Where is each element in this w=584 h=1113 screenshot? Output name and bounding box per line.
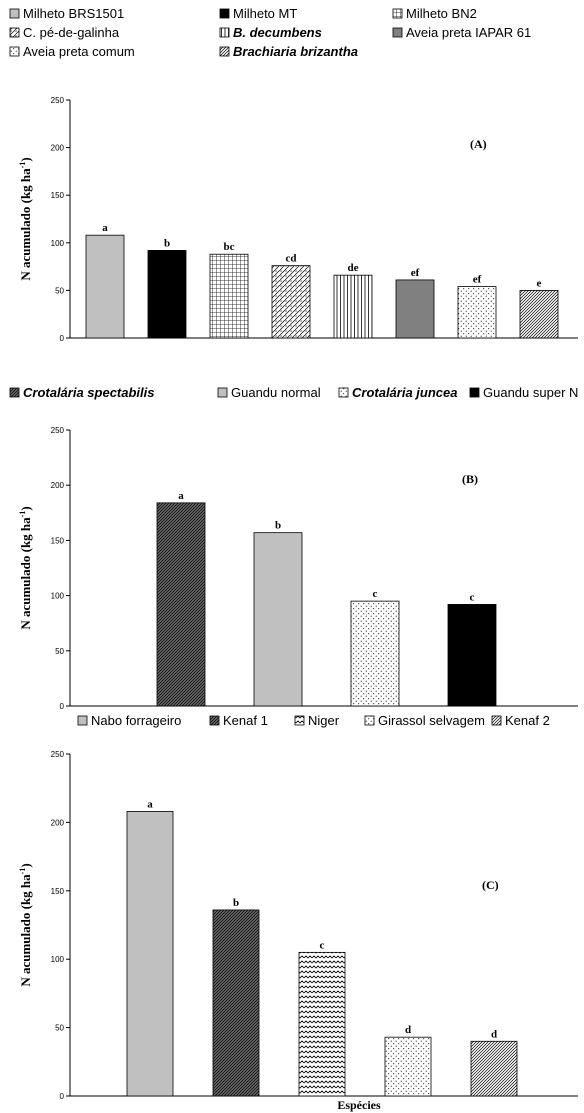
bar-significance-letter: ef [473, 274, 482, 286]
bar [253, 532, 303, 707]
bar [447, 604, 497, 707]
bar-significance-letter: b [233, 897, 239, 909]
bar-significance-letter: bc [224, 241, 235, 253]
y-tick-label: 0 [60, 334, 65, 343]
legend-swatch [338, 387, 349, 398]
chart-panel-3: Nabo forrageiro Kenaf 1 Niger Girassol selv… [18, 713, 578, 1112]
y-tick-label: 0 [60, 702, 65, 711]
legend-swatch [219, 27, 230, 38]
legend-label: Crotalária spectabilis [23, 385, 155, 400]
legend-swatch [217, 387, 228, 398]
legend-label: Milheto BN2 [406, 6, 477, 21]
bar [333, 274, 373, 339]
bar [271, 265, 311, 339]
bar [212, 909, 260, 1097]
bar-significance-letter: de [348, 262, 359, 274]
bar-significance-letter: c [373, 588, 378, 600]
legend-label: Brachiaria brizantha [233, 44, 358, 59]
y-tick-label: 100 [51, 955, 65, 964]
bar [519, 289, 559, 339]
legend-label: Niger [308, 713, 340, 728]
legend-swatch [294, 715, 305, 726]
legend-swatch [392, 8, 403, 19]
legend-label: Kenaf 1 [223, 713, 268, 728]
legend-swatch [9, 8, 20, 19]
y-axis-label: N acumulado (kg ha-1) [18, 863, 33, 986]
y-tick-label: 100 [51, 592, 65, 601]
legend-swatch [9, 27, 20, 38]
bar [147, 250, 187, 339]
bar-significance-letter: a [178, 490, 184, 502]
bar-significance-letter: d [405, 1024, 411, 1036]
y-tick-label: 250 [51, 96, 65, 105]
legend-swatch [9, 387, 20, 398]
legend-swatch [219, 46, 230, 57]
bar-significance-letter: a [102, 222, 108, 234]
bar-significance-letter: cd [286, 253, 297, 265]
bar [85, 234, 125, 339]
legend-label: Guandu normal [231, 385, 321, 400]
y-tick-label: 250 [51, 750, 65, 759]
legend-swatch [77, 715, 88, 726]
legend-label: Crotalária juncea [352, 385, 458, 400]
y-axis-label: N acumulado (kg ha-1) [18, 157, 33, 280]
bar [298, 951, 346, 1097]
legend-label: Kenaf 2 [505, 713, 550, 728]
legend-swatch [491, 715, 502, 726]
bar-significance-letter: a [147, 798, 153, 810]
chart-panel-1: Milheto BRS1501 Milheto MT Milheto BN2 C. p… [9, 6, 578, 343]
bar [384, 1036, 432, 1097]
bar-significance-letter: d [491, 1028, 497, 1040]
bar [470, 1040, 518, 1097]
legend-label: Girassol selvagem [378, 713, 485, 728]
y-tick-label: 200 [51, 481, 65, 490]
legend-swatch [9, 46, 20, 57]
legend-label: Nabo forrageiro [91, 713, 181, 728]
panel-label: (A) [470, 137, 487, 151]
y-tick-label: 250 [51, 426, 65, 435]
bar [156, 502, 206, 707]
chart-panel-2: Crotalária spectabilis Guandu normal Crota… [9, 385, 578, 711]
panel-label: (B) [462, 472, 478, 486]
legend-label: Milheto MT [233, 6, 297, 21]
y-tick-label: 50 [55, 1024, 64, 1033]
legend-label: C. pé-de-galinha [23, 25, 120, 40]
legend-swatch [219, 8, 230, 19]
y-tick-label: 200 [51, 818, 65, 827]
bar [126, 811, 174, 1097]
bar [457, 286, 497, 339]
y-axis-label: N acumulado (kg ha-1) [18, 506, 33, 629]
legend-swatch [209, 715, 220, 726]
legend-label: Milheto BRS1501 [23, 6, 124, 21]
legend-swatch [364, 715, 375, 726]
bar-significance-letter: c [470, 591, 475, 603]
bar-significance-letter: ef [411, 267, 420, 279]
y-tick-label: 150 [51, 191, 65, 200]
legend-label: Aveia preta IAPAR 61 [406, 25, 531, 40]
legend-swatch [392, 27, 403, 38]
y-tick-label: 0 [60, 1092, 65, 1101]
y-tick-label: 150 [51, 536, 65, 545]
legend-swatch [469, 387, 480, 398]
y-tick-label: 200 [51, 144, 65, 153]
bar-significance-letter: b [164, 237, 170, 249]
panel-label: (C) [482, 878, 499, 892]
bar [350, 600, 400, 707]
bar [209, 253, 249, 339]
y-tick-label: 50 [55, 647, 64, 656]
bar-significance-letter: e [537, 277, 542, 289]
x-axis-label: Espécies [337, 1098, 381, 1112]
bar-significance-letter: b [275, 520, 281, 532]
legend-label: B. decumbens [233, 25, 322, 40]
bar [395, 279, 435, 339]
y-tick-label: 100 [51, 239, 65, 248]
y-tick-label: 50 [55, 286, 64, 295]
legend-label: Guandu super N [483, 385, 578, 400]
legend-label: Aveia preta comum [23, 44, 135, 59]
bar-significance-letter: c [320, 939, 325, 951]
y-tick-label: 150 [51, 887, 65, 896]
